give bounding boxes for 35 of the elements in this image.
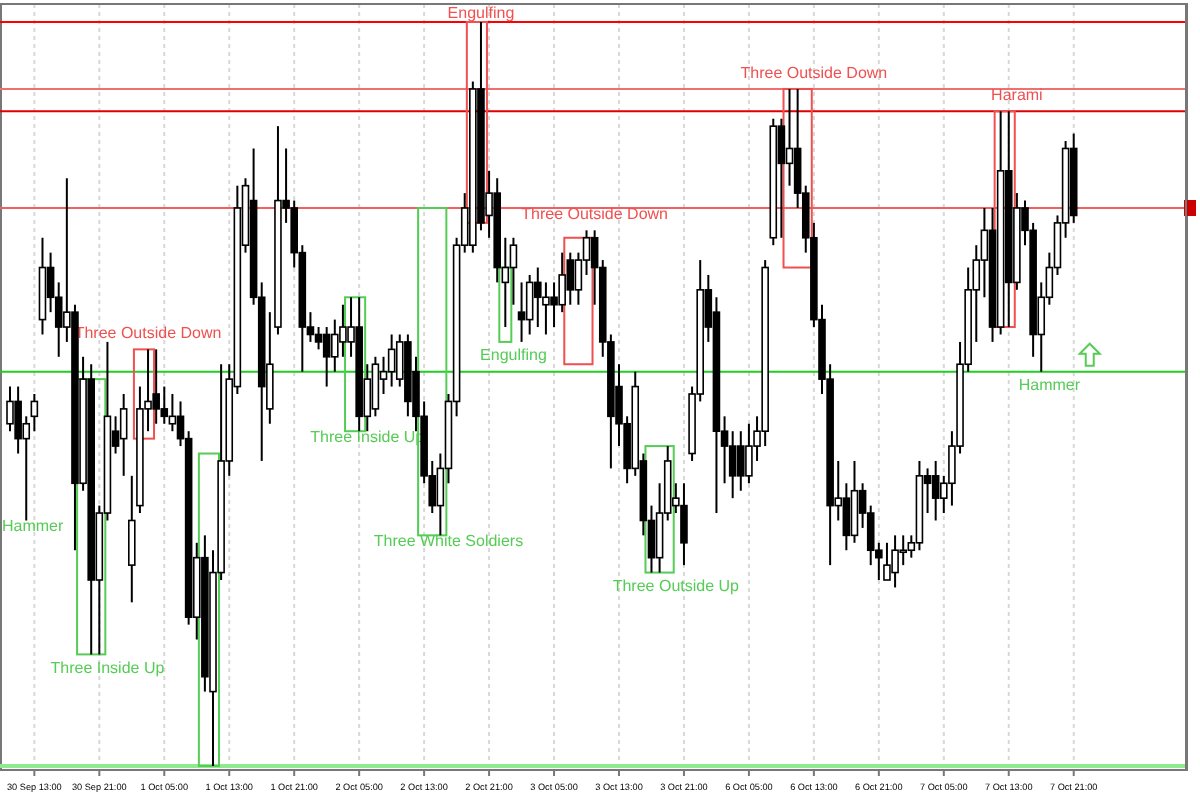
candlestick (168, 393, 177, 433)
candlestick (737, 430, 745, 492)
candlestick (899, 534, 907, 567)
candlestick (680, 482, 688, 567)
annotation: Hammer (1018, 376, 1081, 394)
candlestick (509, 236, 518, 306)
annotation: Three Outside Down (740, 63, 888, 82)
candlestick (931, 459, 940, 522)
candlestick (6, 385, 14, 433)
candlestick (322, 326, 331, 388)
candlestick (850, 459, 859, 544)
candlestick (387, 333, 396, 388)
candlestick (785, 87, 794, 187)
candlestick (566, 251, 575, 306)
candlestick (371, 355, 380, 418)
candlestick (517, 281, 526, 343)
candlestick (745, 422, 753, 485)
candlestick (534, 266, 542, 329)
candlestick (777, 117, 786, 239)
candlestick (883, 541, 891, 581)
annotation: Three Inside Up (50, 658, 166, 677)
annotation: Three Outside Down (521, 204, 669, 223)
candlestick (314, 326, 323, 351)
annotation: Hammer (2, 517, 65, 536)
annotation: Three Outside Up (612, 576, 741, 595)
annotation: Engulfing (480, 346, 547, 365)
candlestick (152, 348, 160, 425)
candlestick (119, 393, 128, 477)
candlestick (525, 273, 534, 336)
annotation: Harami (991, 85, 1044, 104)
candlestick (550, 281, 558, 329)
candlestick (30, 393, 39, 433)
candlestick (842, 482, 851, 552)
annotation: Engulfing (447, 4, 515, 22)
candlestick (891, 534, 899, 589)
